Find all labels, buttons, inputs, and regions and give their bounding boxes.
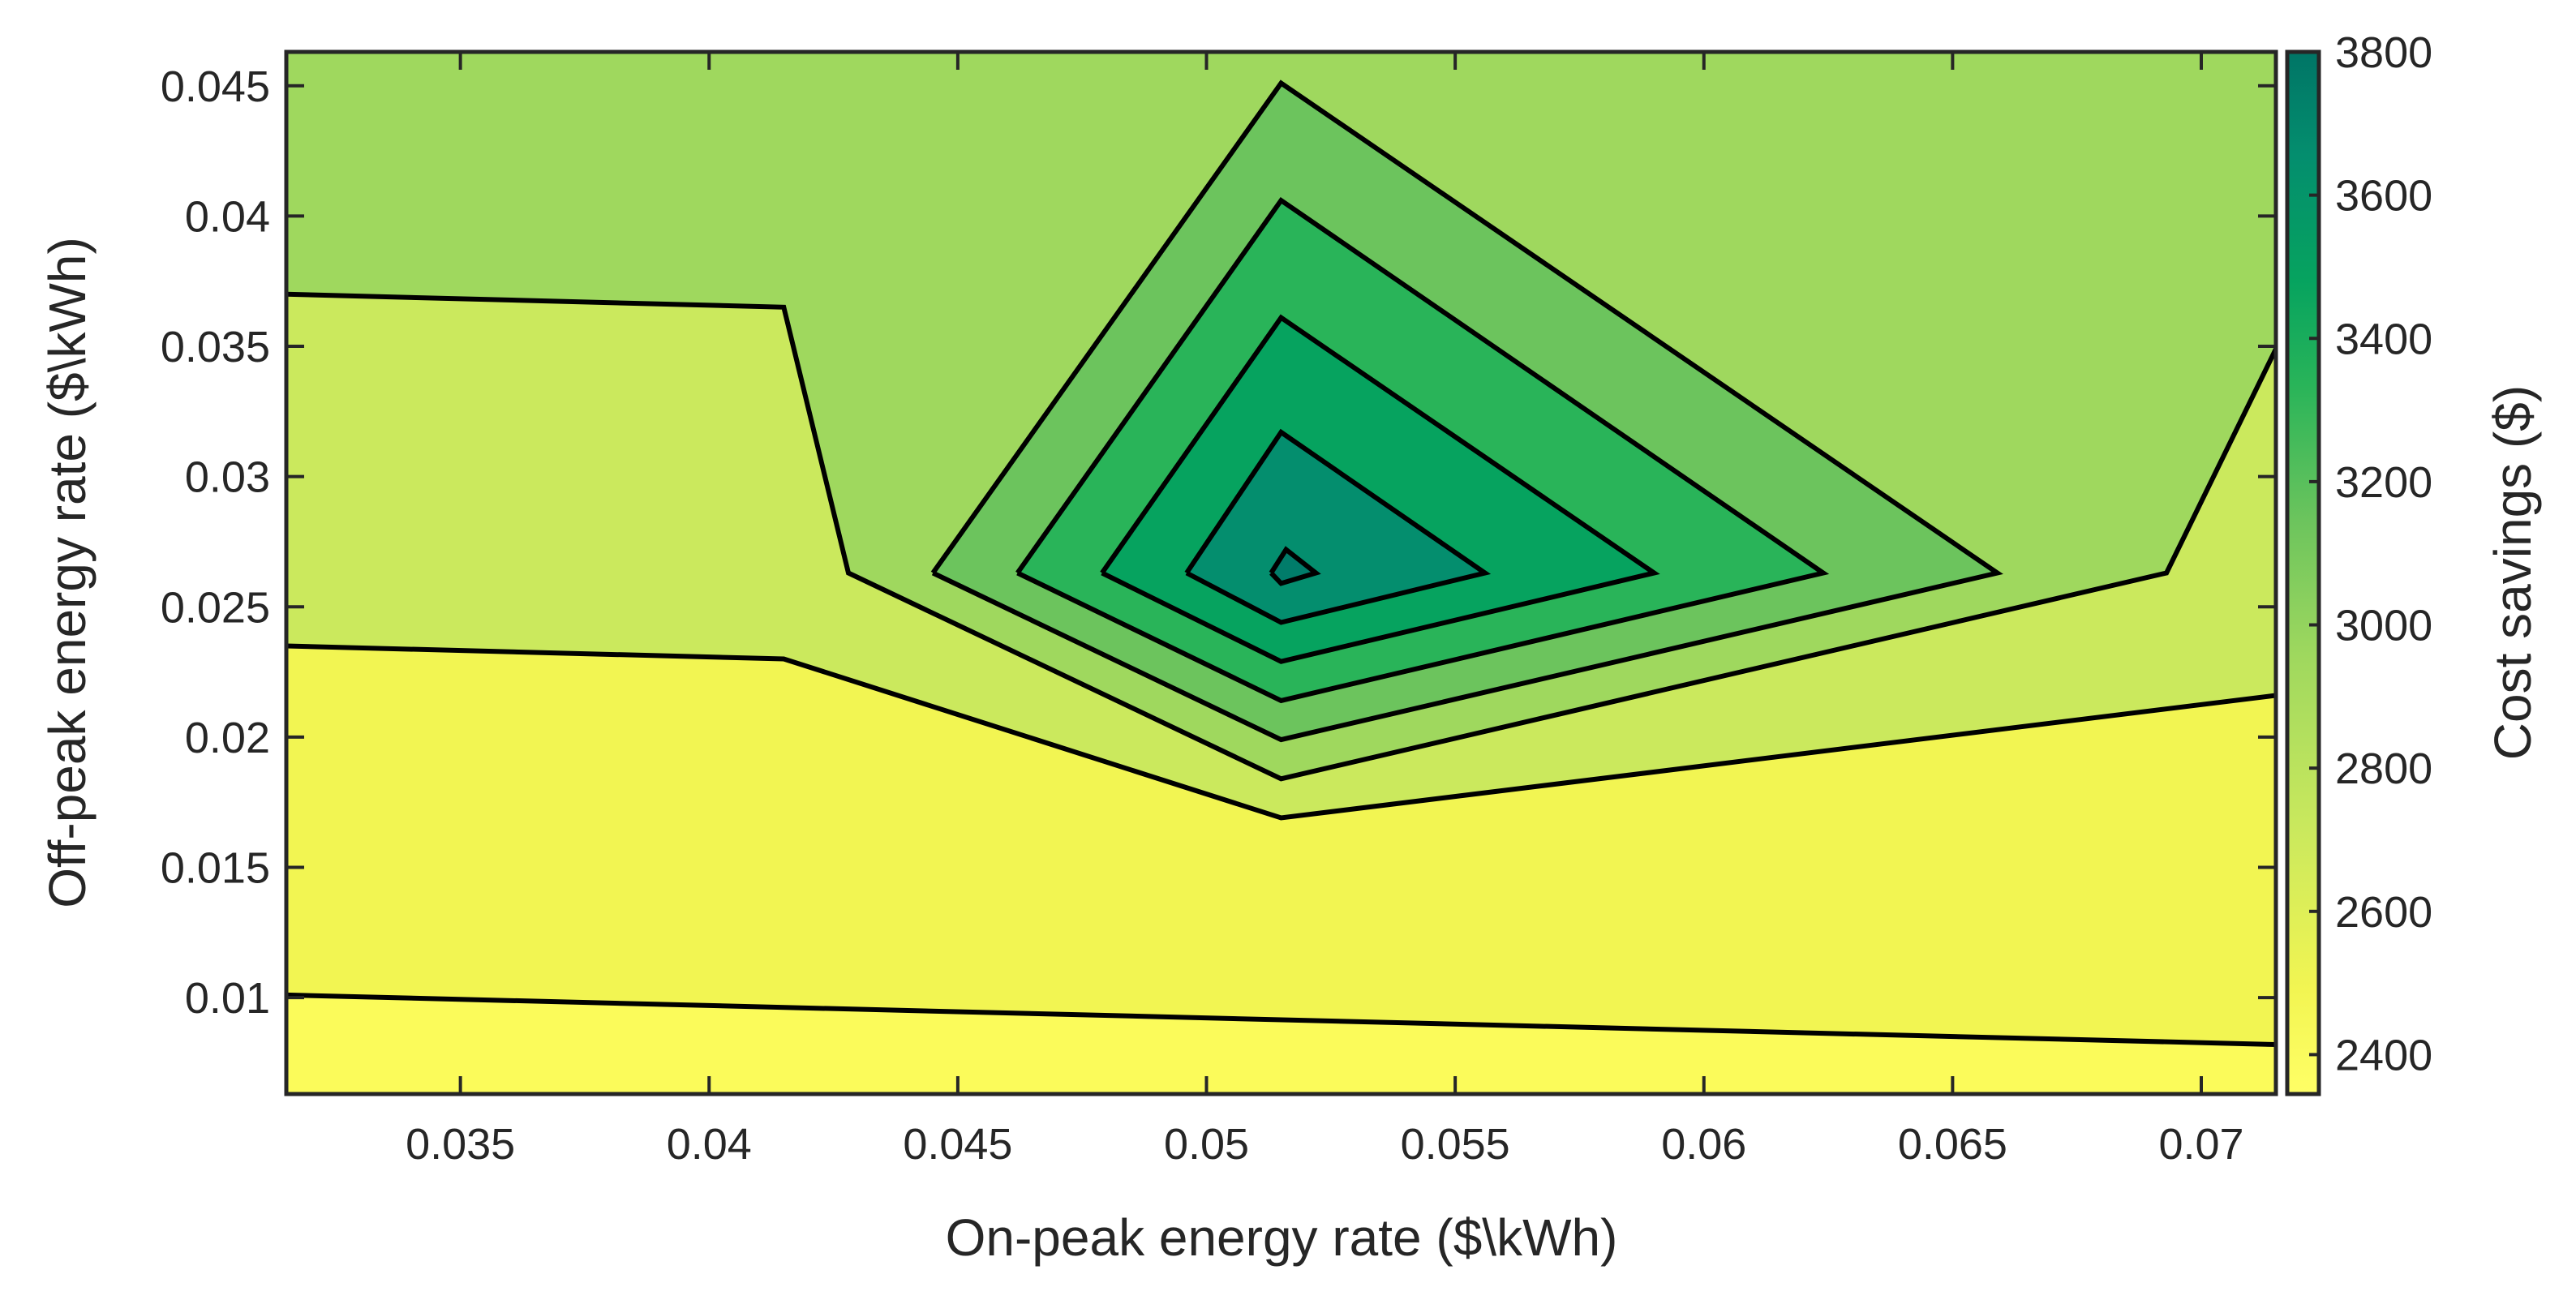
colorbar-tick-label: 3800 xyxy=(2335,28,2432,77)
x-axis-label: On-peak energy rate ($\kWh) xyxy=(946,1208,1618,1267)
colorbar-label: Cost savings ($) xyxy=(2484,385,2542,760)
contour-line-7 xyxy=(1269,546,1321,586)
y-tick-label: 0.03 xyxy=(185,453,270,502)
contour-region-7 xyxy=(1187,432,1485,623)
y-axis-label: Off-peak energy rate ($\kWh) xyxy=(38,237,97,908)
x-tick-label: 0.05 xyxy=(1164,1120,1249,1169)
colorbar-ticks: 2400 2600 2800 3000 3200 3400 3600 3800 xyxy=(2309,28,2432,1079)
colorbar-tick-label: 2600 xyxy=(2335,888,2432,937)
colorbar-tick-label: 3000 xyxy=(2335,602,2432,650)
colorbar-tick-label: 3200 xyxy=(2335,458,2432,507)
y-tick-label: 0.02 xyxy=(185,714,270,762)
contour-lines xyxy=(286,79,2276,1047)
x-tick-label: 0.06 xyxy=(1661,1120,1746,1169)
contour-regions xyxy=(286,52,2276,1094)
contour-line-3 xyxy=(930,79,2003,743)
contour-line-1 xyxy=(286,643,2276,821)
contour-line-5 xyxy=(1100,314,1660,664)
x-tick-label: 0.07 xyxy=(2158,1120,2243,1169)
colorbar-tick-label: 2800 xyxy=(2335,744,2432,793)
x-axis-ticks: 0.035 0.04 0.045 0.05 0.055 0.06 0.065 0.07 xyxy=(406,52,2244,1169)
contour-line-0 xyxy=(286,992,2276,1047)
y-tick-label: 0.015 xyxy=(161,844,270,893)
colorbar-tick-label: 3600 xyxy=(2335,172,2432,221)
x-tick-label: 0.055 xyxy=(1401,1120,1510,1169)
colorbar-tick-label: 2400 xyxy=(2335,1031,2432,1079)
y-axis-ticks: 0.01 0.015 0.02 0.025 0.03 0.035 0.04 0.045 xyxy=(161,62,2276,1023)
y-tick-label: 0.04 xyxy=(185,192,270,241)
colorbar xyxy=(2285,49,2321,1096)
y-tick-label: 0.025 xyxy=(161,583,270,632)
x-tick-label: 0.065 xyxy=(1898,1120,2007,1169)
y-tick-label: 0.045 xyxy=(161,62,270,111)
x-tick-label: 0.035 xyxy=(406,1120,515,1169)
colorbar-tick-label: 3400 xyxy=(2335,315,2432,363)
contour-line-4 xyxy=(1015,196,1830,704)
y-tick-label: 0.01 xyxy=(185,974,270,1023)
x-tick-label: 0.045 xyxy=(903,1120,1012,1169)
x-tick-label: 0.04 xyxy=(667,1120,752,1169)
plot-frame xyxy=(284,49,2278,1096)
contour-line-2 xyxy=(286,291,2276,782)
contour-line-6 xyxy=(1184,428,1492,625)
y-tick-label: 0.035 xyxy=(161,323,270,371)
